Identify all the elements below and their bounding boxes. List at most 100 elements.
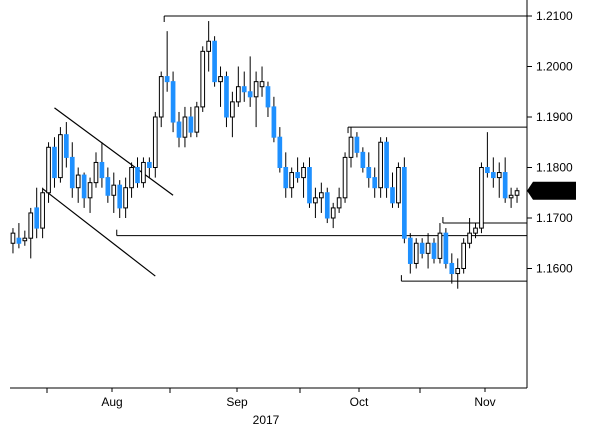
candle-body-bearish bbox=[372, 177, 378, 189]
y-tick-label: 1.1600 bbox=[536, 262, 573, 276]
candle-body-bearish bbox=[147, 161, 152, 168]
candle bbox=[147, 157, 152, 178]
candle-body-bullish bbox=[479, 167, 484, 229]
candle bbox=[514, 187, 520, 203]
candle-body-bearish bbox=[431, 242, 437, 259]
candle-body-bullish bbox=[58, 134, 63, 179]
candle-body-bullish bbox=[514, 190, 520, 196]
candle bbox=[336, 187, 342, 213]
candle-body-bearish bbox=[419, 242, 425, 254]
candle-body-bearish bbox=[324, 192, 330, 219]
candle-body-bullish bbox=[235, 86, 241, 103]
candles-group bbox=[10, 21, 520, 289]
candle-body-bullish bbox=[336, 197, 342, 209]
candle-body-bullish bbox=[508, 194, 514, 199]
candle bbox=[378, 137, 383, 198]
candle-body-bearish bbox=[402, 167, 407, 239]
candle-body-bullish bbox=[396, 167, 401, 204]
candle-body-bullish bbox=[28, 212, 34, 239]
candle-body-bearish bbox=[490, 172, 496, 179]
x-tick-label: Sep bbox=[226, 395, 248, 409]
current-price-tag: 1.1754 bbox=[527, 181, 576, 200]
candle bbox=[22, 230, 28, 246]
y-axis-ticks: 1.2100 1.2000 1.1900 1.1800 1.1700 1.1600 bbox=[527, 9, 573, 276]
candle-body-bearish bbox=[271, 106, 277, 138]
candle-body-bullish bbox=[46, 146, 51, 194]
candle bbox=[135, 157, 140, 188]
candle bbox=[81, 172, 87, 208]
candle bbox=[360, 147, 366, 173]
candle-body-bullish bbox=[289, 172, 295, 189]
candle bbox=[182, 106, 188, 148]
candle-body-bearish bbox=[485, 167, 490, 174]
candle bbox=[117, 180, 123, 218]
candle-body-bullish bbox=[123, 187, 128, 209]
candle bbox=[307, 157, 312, 208]
candle bbox=[224, 71, 229, 128]
candle bbox=[473, 223, 478, 239]
candle bbox=[479, 162, 484, 234]
candle-body-bullish bbox=[87, 182, 93, 199]
candle-body-bearish bbox=[224, 76, 229, 118]
candle bbox=[283, 152, 289, 198]
candle-body-bullish bbox=[342, 156, 348, 199]
candle bbox=[449, 253, 455, 284]
candle-body-bullish bbox=[259, 81, 265, 88]
candle bbox=[93, 152, 99, 188]
candle-body-bullish bbox=[218, 76, 223, 83]
candle-body-bullish bbox=[348, 136, 354, 158]
candle bbox=[241, 71, 247, 102]
candle bbox=[230, 91, 235, 138]
candle bbox=[105, 167, 111, 203]
candle bbox=[324, 187, 330, 224]
candle bbox=[402, 157, 407, 244]
candle-body-bearish bbox=[502, 172, 508, 199]
candle-body-bearish bbox=[360, 151, 366, 169]
candle-body-bearish bbox=[69, 156, 75, 189]
candle bbox=[425, 233, 431, 269]
candle bbox=[277, 127, 283, 173]
candle bbox=[496, 162, 502, 198]
candle-body-bullish bbox=[253, 81, 259, 98]
candle-body-bearish bbox=[283, 167, 289, 189]
candle-body-bullish bbox=[75, 174, 81, 189]
candle-body-bearish bbox=[212, 40, 217, 83]
candle-body-bearish bbox=[105, 177, 111, 196]
candle bbox=[235, 66, 241, 107]
candle-body-bearish bbox=[277, 136, 283, 168]
candle-body-bearish bbox=[99, 161, 105, 179]
candle bbox=[384, 137, 389, 198]
candle bbox=[206, 21, 212, 72]
candle bbox=[152, 111, 158, 178]
candle-body-bullish bbox=[93, 161, 99, 184]
candle-body-bullish bbox=[318, 192, 324, 199]
candle-body-bullish bbox=[378, 141, 383, 189]
candle bbox=[87, 177, 93, 213]
candle bbox=[218, 66, 223, 107]
candle-body-bullish bbox=[158, 76, 164, 118]
candle-body-bullish bbox=[182, 116, 188, 138]
candle-body-bearish bbox=[449, 262, 455, 275]
y-tick-label: 1.1800 bbox=[536, 161, 573, 175]
candle-body-bearish bbox=[366, 167, 372, 179]
y-tick-label: 1.2000 bbox=[536, 60, 573, 74]
candle-body-bearish bbox=[307, 167, 312, 204]
candle bbox=[366, 152, 372, 188]
candle bbox=[259, 66, 265, 97]
candle-body-bearish bbox=[265, 86, 271, 108]
x-tick-label: Aug bbox=[101, 395, 122, 409]
candle-body-bearish bbox=[407, 237, 413, 264]
candle bbox=[301, 162, 306, 198]
candle bbox=[372, 167, 378, 198]
candle-body-bullish bbox=[455, 268, 461, 275]
candle-body-bullish bbox=[301, 167, 306, 179]
candle bbox=[467, 218, 472, 249]
x-tick-label: Oct bbox=[350, 395, 369, 409]
candle bbox=[176, 111, 182, 148]
candle-body-bullish bbox=[194, 106, 200, 133]
candle-body-bullish bbox=[313, 197, 318, 204]
candle bbox=[75, 167, 81, 203]
candle bbox=[28, 207, 34, 259]
candle-body-bearish bbox=[170, 81, 176, 123]
